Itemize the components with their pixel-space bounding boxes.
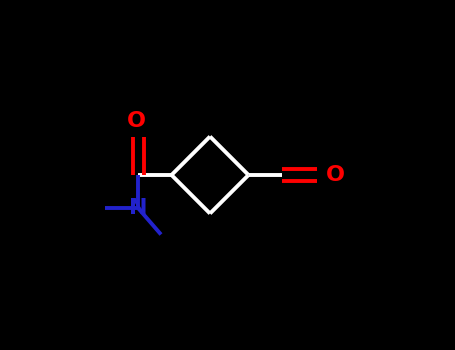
Text: O: O — [127, 111, 146, 131]
Text: N: N — [129, 198, 147, 218]
Text: O: O — [325, 165, 344, 185]
